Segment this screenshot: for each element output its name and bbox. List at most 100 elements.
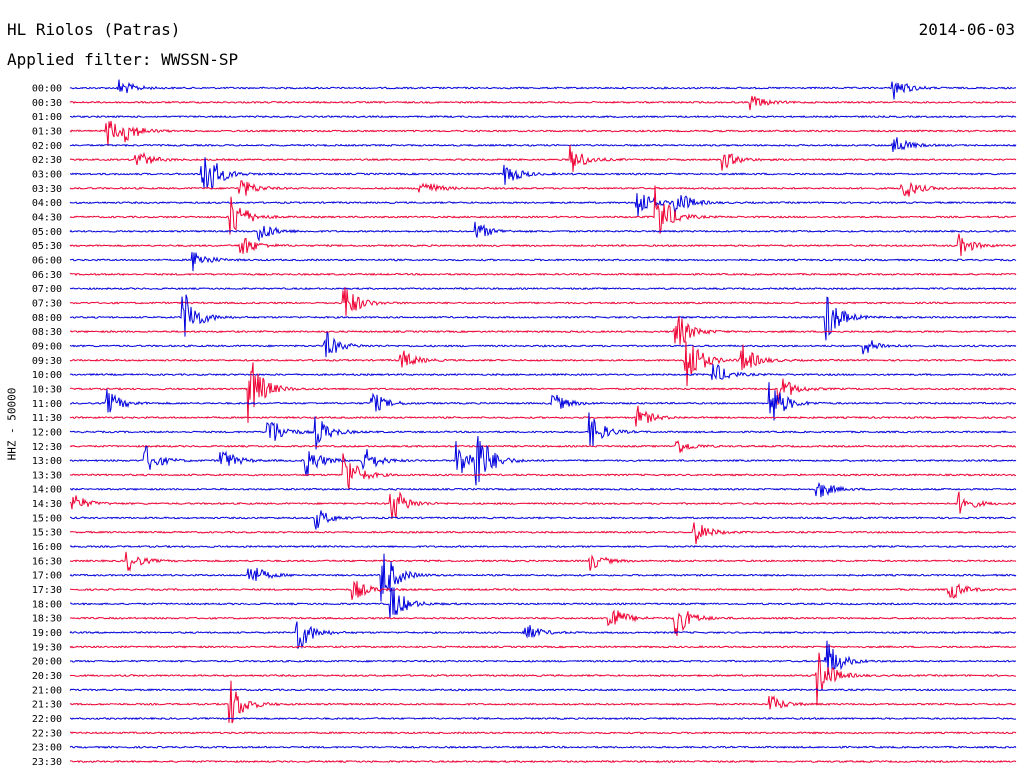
trace-line [69,185,1017,235]
time-tick-label: 01:30 [32,126,62,137]
trace-line [69,491,1017,520]
time-tick-label: 23:00 [32,743,62,754]
time-tick-label: 11:30 [32,413,62,424]
trace-line [69,510,1017,530]
trace-line [69,252,1017,272]
time-tick-label: 17:30 [32,585,62,596]
station-title: HL Riolos (Patras) [7,20,181,39]
time-tick-label: 21:00 [32,685,62,696]
time-tick-label: 18:00 [32,599,62,610]
trace-line [69,341,1017,387]
time-tick-label: 12:30 [32,442,62,453]
trace-line [69,364,1017,381]
trace-line [69,680,1017,724]
trace-line [69,120,1017,147]
trace-line [69,157,1017,190]
time-tick-label: 23:30 [32,757,62,768]
time-tick-label: 02:30 [32,155,62,166]
trace-line [69,95,1017,111]
time-tick-label: 20:00 [32,657,62,668]
time-tick-label: 01:00 [32,112,62,123]
trace-line [69,435,1017,486]
time-tick-label: 00:30 [32,98,62,109]
trace-line [69,412,1017,450]
time-tick-label: 06:00 [32,255,62,266]
time-tick-label: 09:00 [32,341,62,352]
trace-line [69,553,1017,602]
time-tick-label: 22:30 [32,728,62,739]
time-tick-label: 03:30 [32,184,62,195]
time-tick-label: 12:00 [32,427,62,438]
trace-line [69,580,1017,600]
trace-line [69,221,1017,243]
time-tick-label: 15:00 [32,513,62,524]
trace-line [69,137,1017,153]
time-tick-label: 07:00 [32,284,62,295]
time-tick-label: 04:00 [32,198,62,209]
time-tick-label: 05:30 [32,241,62,252]
time-tick-label: 02:00 [32,141,62,152]
time-tick-label: 11:00 [32,399,62,410]
time-tick-label: 05:00 [32,227,62,238]
trace-line [70,587,1017,619]
trace-line [69,405,1017,427]
trace-line [69,544,1017,549]
trace-line [69,193,1017,217]
trace-line [69,645,1017,649]
trace-line [69,621,1017,650]
date-label: 2014-06-03 [918,20,1015,39]
filter-label: Applied filter: WWSSN-SP [7,50,239,69]
trace-line [69,640,1016,675]
trace-line [69,382,1017,421]
trace-line [69,144,1017,172]
time-tick-label: 22:00 [32,714,62,725]
time-tick-label: 06:30 [32,270,62,281]
trace-line [69,286,1017,291]
time-tick-label: 04:30 [32,212,62,223]
time-tick-label: 09:30 [32,356,62,367]
trace-line [69,745,1017,749]
trace-line [69,688,1017,692]
trace-line [69,233,1017,257]
time-tick-label: 19:30 [32,642,62,653]
trace-line [69,759,1017,764]
trace-line [69,440,1016,453]
trace-line [69,731,1017,735]
time-tick-label: 13:30 [32,470,62,481]
time-tick-label: 14:30 [32,499,62,510]
time-tick-label: 00:00 [32,84,62,95]
time-tick-label: 18:30 [32,614,62,625]
trace-line [69,115,1017,119]
time-tick-label: 14:00 [32,485,62,496]
trace-line [69,551,1017,573]
trace-line [69,522,1017,545]
time-tick-label: 15:30 [32,528,62,539]
time-tick-label: 08:00 [32,313,62,324]
trace-line [69,652,1017,705]
time-tick-label: 07:30 [32,298,62,309]
trace-line [69,331,1017,358]
time-tick-label: 16:30 [32,556,62,567]
time-tick-label: 10:00 [32,370,62,381]
trace-line [69,79,1017,100]
time-tick-label: 20:30 [32,671,62,682]
trace-line [69,315,1016,345]
trace-line [69,716,1017,721]
trace-line [69,294,1017,341]
time-tick-label: 08:30 [32,327,62,338]
time-tick-label: 03:00 [32,169,62,180]
trace-line [69,272,1017,276]
trace-line [69,362,1017,423]
time-tick-label: 10:30 [32,384,62,395]
trace-line [69,453,1017,490]
trace-line [69,481,1017,498]
time-tick-label: 13:00 [32,456,62,467]
time-tick-label: 21:30 [32,700,62,711]
time-tick-label: 19:00 [32,628,62,639]
trace-line [69,180,1017,197]
trace-line [69,609,1017,637]
time-tick-label: 17:00 [32,571,62,582]
trace-line [69,287,1017,316]
